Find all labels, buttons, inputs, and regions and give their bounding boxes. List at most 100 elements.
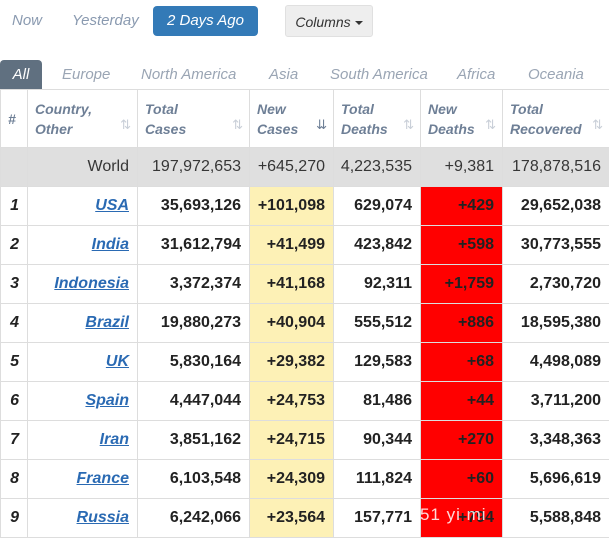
total-deaths-cell: 90,344 [334, 421, 421, 460]
country-link[interactable]: UK [106, 353, 129, 370]
country-cell: UK [28, 343, 138, 382]
total-recovered-cell: 3,348,363 [503, 421, 609, 460]
total-cases-cell: 6,242,066 [138, 499, 250, 538]
tab-now[interactable]: Now [12, 6, 42, 36]
country-link[interactable]: Indonesia [54, 275, 129, 292]
total-recovered-cell: 18,595,380 [503, 304, 609, 343]
total-cases-header[interactable]: Total Cases ⇅ [138, 90, 250, 148]
country-header[interactable]: Country, Other ⇅ [28, 90, 138, 148]
new-cases-header[interactable]: New Cases ⇊ [250, 90, 334, 148]
tab-yesterday[interactable]: Yesterday [72, 6, 139, 36]
columns-button-label: Columns [295, 14, 350, 30]
country-link[interactable]: USA [95, 197, 129, 214]
total-cases-cell: 6,103,548 [138, 460, 250, 499]
country-link[interactable]: France [77, 470, 129, 487]
new-cases-cell: +24,715 [250, 421, 334, 460]
rank-header: # [1, 90, 28, 148]
new-deaths-cell: +598 [421, 226, 503, 265]
country-link[interactable]: India [92, 236, 129, 253]
tab-all[interactable]: All [0, 60, 42, 89]
total-cases-cell: 4,447,044 [138, 382, 250, 421]
new-cases-cell: +24,309 [250, 460, 334, 499]
sort-desc-icon: ⇊ [316, 115, 325, 135]
country-link[interactable]: Iran [100, 431, 129, 448]
country-cell: India [28, 226, 138, 265]
tab-asia[interactable]: Asia [269, 60, 298, 89]
tab-africa[interactable]: Africa [457, 60, 495, 89]
total-cases-cell: 3,372,374 [138, 265, 250, 304]
watermark: 51 yi mi [420, 505, 487, 525]
total-recovered-cell: 5,696,619 [503, 460, 609, 499]
country-cell: Spain [28, 382, 138, 421]
country-link[interactable]: Brazil [85, 314, 129, 331]
sort-icon: ⇅ [485, 115, 494, 135]
country-cell: Russia [28, 499, 138, 538]
tab-north-america[interactable]: North America [141, 60, 236, 89]
total-cases-cell: 19,880,273 [138, 304, 250, 343]
total-recovered-cell: 3,711,200 [503, 382, 609, 421]
total-deaths-cell: 92,311 [334, 265, 421, 304]
world-row: World 197,972,653 +645,270 4,223,535 +9,… [1, 148, 609, 187]
total-cases-cell: 35,693,126 [138, 187, 250, 226]
country-cell: France [28, 460, 138, 499]
country-link[interactable]: Russia [77, 509, 129, 526]
rank-cell: 6 [1, 382, 28, 421]
new-cases-cell: +40,904 [250, 304, 334, 343]
new-deaths-cell: +1,759 [421, 265, 503, 304]
total-cases-cell: 197,972,653 [138, 148, 250, 187]
tab-2-days-ago[interactable]: 2 Days Ago [153, 6, 258, 36]
total-cases-cell: 3,851,162 [138, 421, 250, 460]
new-deaths-cell: +68 [421, 343, 503, 382]
rank-cell [1, 148, 28, 187]
rank-cell: 2 [1, 226, 28, 265]
total-cases-cell: 31,612,794 [138, 226, 250, 265]
new-deaths-cell: +886 [421, 304, 503, 343]
sort-icon: ⇅ [232, 115, 241, 135]
country-cell: Brazil [28, 304, 138, 343]
new-cases-cell: +645,270 [250, 148, 334, 187]
tab-south-america[interactable]: South America [330, 60, 428, 89]
total-deaths-cell: 157,771 [334, 499, 421, 538]
new-cases-cell: +23,564 [250, 499, 334, 538]
total-recovered-header[interactable]: Total Recovered ⇅ [503, 90, 609, 148]
tab-oceania[interactable]: Oceania [528, 60, 584, 89]
total-recovered-cell: 4,498,089 [503, 343, 609, 382]
caret-down-icon [355, 21, 363, 25]
total-recovered-cell: 178,878,516 [503, 148, 609, 187]
covid-stats-table: # Country, Other ⇅ Total Cases ⇅ New Cas… [0, 89, 609, 538]
total-deaths-cell: 111,824 [334, 460, 421, 499]
new-cases-cell: +41,499 [250, 226, 334, 265]
total-deaths-cell: 423,842 [334, 226, 421, 265]
rank-cell: 5 [1, 343, 28, 382]
rank-cell: 3 [1, 265, 28, 304]
new-deaths-cell: +44 [421, 382, 503, 421]
sort-icon: ⇅ [120, 115, 129, 135]
total-deaths-header[interactable]: Total Deaths ⇅ [334, 90, 421, 148]
tab-europe[interactable]: Europe [62, 60, 110, 89]
total-deaths-cell: 4,223,535 [334, 148, 421, 187]
total-recovered-cell: 30,773,555 [503, 226, 609, 265]
new-deaths-header[interactable]: New Deaths ⇅ [421, 90, 503, 148]
new-deaths-cell: +270 [421, 421, 503, 460]
total-deaths-cell: 81,486 [334, 382, 421, 421]
rank-cell: 8 [1, 460, 28, 499]
new-cases-cell: +101,098 [250, 187, 334, 226]
country-cell: Indonesia [28, 265, 138, 304]
columns-button[interactable]: Columns [285, 5, 373, 37]
new-deaths-cell: +429 [421, 187, 503, 226]
country-link[interactable]: Spain [85, 392, 129, 409]
table-header-row: # Country, Other ⇅ Total Cases ⇅ New Cas… [1, 90, 609, 148]
sort-icon: ⇅ [592, 115, 601, 135]
region-tabs: All Europe North America Asia South Amer… [0, 60, 609, 90]
total-cases-cell: 5,830,164 [138, 343, 250, 382]
rank-cell: 4 [1, 304, 28, 343]
